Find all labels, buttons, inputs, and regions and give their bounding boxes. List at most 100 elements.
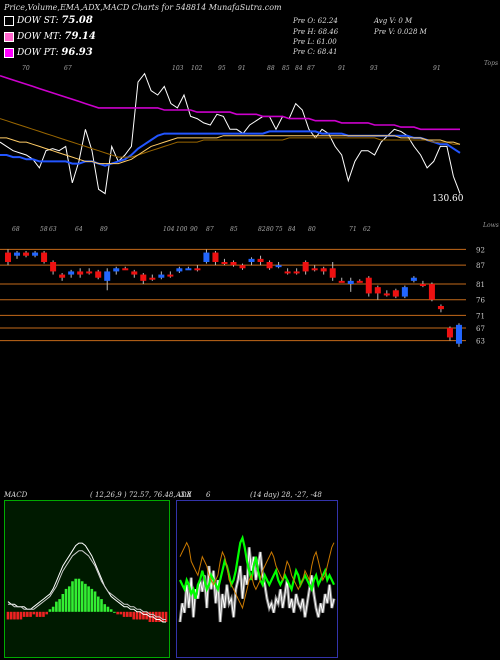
macd-hist-bar <box>77 578 81 612</box>
tops-label: Tops <box>484 60 498 67</box>
candle-body <box>455 324 462 344</box>
price-series-line <box>0 118 460 158</box>
candle-body <box>239 265 246 269</box>
macd-hist-bar <box>16 611 19 620</box>
macd-hist-bar <box>135 611 139 620</box>
macd-hist-bar <box>19 611 23 620</box>
candle-body <box>410 277 417 281</box>
macd-hist-bar <box>51 606 55 612</box>
macd-hist-bar <box>26 611 29 617</box>
y-tick-label: 63 <box>476 338 485 346</box>
dow-mt-row: DOW MT: 79.14 <box>4 31 96 42</box>
candle-body <box>221 262 228 264</box>
candle-body <box>5 252 11 262</box>
y-tick-label: 81 <box>476 281 485 289</box>
top-number: 91 <box>338 65 346 72</box>
macd-hist-bar <box>103 604 107 612</box>
candle-body <box>428 284 435 300</box>
macd-background <box>5 501 169 657</box>
y-tick-label: 76 <box>476 297 485 305</box>
dow-st-row: DOW ST: 75.08 <box>4 15 93 26</box>
macd-chart <box>4 500 170 658</box>
low-number: 64 <box>75 226 83 233</box>
candle-body <box>95 271 102 278</box>
macd-params: ( 12,26,9 ) 72.57, 76.48, -3.8 <box>90 491 192 499</box>
low-number: 75 <box>275 226 283 233</box>
macd-hist-bar <box>138 611 142 620</box>
lows-label: Lows <box>482 222 499 229</box>
macd-hist-bar <box>122 611 126 617</box>
candle-body <box>167 274 174 277</box>
low-number: 90 <box>190 226 198 233</box>
macd-hist-bar <box>35 611 39 617</box>
top-number: 102 <box>191 65 203 72</box>
low-number: 63 <box>49 226 57 233</box>
candle-body <box>401 287 408 297</box>
candle-body <box>329 268 336 278</box>
top-number: 84 <box>295 65 303 72</box>
adx-chart <box>176 500 338 658</box>
low-number: 58 <box>40 226 48 233</box>
low-number: 80 <box>308 226 316 233</box>
low-number: 87 <box>206 226 214 233</box>
adx-params: (14 day) 28, -27, -48 <box>250 491 322 499</box>
candle-body <box>230 262 237 266</box>
macd-hist-bar <box>164 611 168 622</box>
candle-body <box>194 268 201 271</box>
prev-high: Pre H: 68.46 <box>293 28 339 36</box>
low-number: 62 <box>363 226 371 233</box>
macd-histogram <box>6 578 168 622</box>
macd-hist-bar <box>161 611 165 622</box>
candle-body <box>311 268 318 271</box>
candle-body <box>266 262 273 269</box>
macd-hist-bar <box>119 611 123 615</box>
low-number: 85 <box>230 226 238 233</box>
candle-body <box>149 277 156 280</box>
dow-mt-swatch <box>4 31 14 42</box>
candle-body <box>338 280 345 283</box>
macd-hist-bar <box>9 611 13 620</box>
macd-hist-bar <box>48 609 52 612</box>
adx-series-line <box>179 534 335 599</box>
low-number: 68 <box>12 226 20 233</box>
candles <box>5 249 462 347</box>
top-number: 67 <box>64 65 72 72</box>
candle-body <box>140 274 147 281</box>
top-number: 88 <box>267 65 275 72</box>
macd-line <box>8 550 166 620</box>
candle-body <box>275 265 282 268</box>
y-tick-label: 71 <box>476 312 485 320</box>
candle-body <box>185 268 192 271</box>
dow-pt-value: 96.93 <box>61 47 93 58</box>
macd-hist-bar <box>116 611 119 615</box>
y-tick-label: 67 <box>476 325 485 333</box>
macd-line <box>7 542 166 623</box>
prev-open: Pre O: 62.24 <box>293 17 338 25</box>
macd-bg-fill <box>5 501 169 657</box>
price-series-line <box>0 135 461 165</box>
dow-pt-row: DOW PT: 96.93 <box>4 47 93 58</box>
macd-hist-bar <box>145 611 148 620</box>
dow-pt-label: DOW PT: <box>17 48 59 58</box>
macd-hist-bar <box>87 586 90 612</box>
candle-body <box>32 252 39 256</box>
candle-body <box>446 328 453 338</box>
macd-hist-bar <box>84 583 87 612</box>
dow-st-value: 75.08 <box>61 15 93 26</box>
candle-body <box>437 306 444 310</box>
macd-hist-bar <box>129 611 132 617</box>
macd-hist-bar <box>67 586 71 612</box>
candle-body <box>293 271 300 274</box>
macd-hist-bar <box>42 611 45 617</box>
macd-hist-bar <box>100 599 103 612</box>
top-number: 93 <box>370 65 378 72</box>
candle-body <box>212 252 219 262</box>
candle-body <box>302 262 309 272</box>
y-tick-label: 87 <box>476 262 485 270</box>
top-number: 85 <box>282 65 290 72</box>
price-lines <box>0 72 461 195</box>
candle-body <box>392 290 399 297</box>
candle-body <box>203 252 210 262</box>
candles-chart: 68 58 63 64 89 104 100 90 87 85 82 80 75 84 80 71 62 Low… <box>0 222 499 347</box>
prev-close: Pre C: 68.41 <box>293 48 338 56</box>
